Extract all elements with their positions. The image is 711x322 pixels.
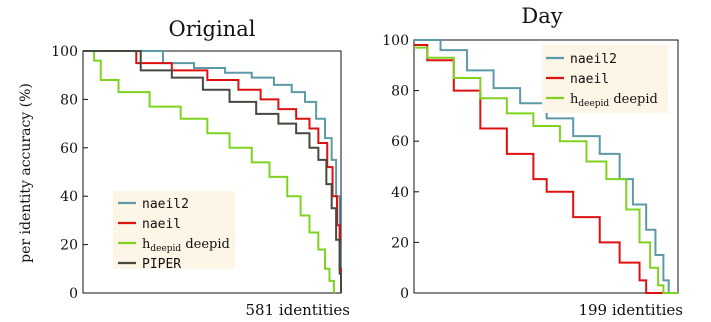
- ytick-label: 40: [391, 185, 409, 201]
- series-line-naeil2: [83, 50, 342, 293]
- series-line-naeil: [83, 50, 342, 293]
- chart-day-yticks: 0 20 40 60 80 100: [382, 33, 419, 302]
- legend-label: PIPER: [142, 257, 181, 272]
- legend-label: hdeepid deepid: [142, 237, 230, 254]
- chart-original-title: Original: [169, 17, 256, 41]
- chart-day-plot-frame: [413, 39, 679, 294]
- series-line-naeil: [414, 44, 678, 294]
- series-line-piper: [83, 50, 342, 293]
- legend-label: naeil2: [142, 197, 189, 212]
- ytick-label: 20: [391, 235, 409, 251]
- chart-day-xlabel: 199 identities: [578, 301, 683, 319]
- chart-original-plot-frame: [82, 50, 342, 294]
- chart-original: Original per identity accuracy (%) 581 i…: [18, 17, 350, 319]
- legend-label: naeil2: [570, 52, 617, 67]
- legend-label: naeil: [570, 72, 609, 87]
- ytick-label: 40: [60, 189, 78, 205]
- series-line-h-deepid-deepid: [414, 46, 678, 294]
- ytick-label: 20: [60, 238, 78, 254]
- chart-original-series: [83, 50, 342, 293]
- ytick-label: 100: [51, 44, 78, 60]
- series-line-h-deepid-deepid: [83, 50, 335, 293]
- ytick-label: 100: [382, 33, 409, 49]
- chart-original-xlabel: 581 identities: [245, 301, 350, 319]
- ytick-label: 0: [400, 286, 409, 302]
- chart-original-ylabel: per identity accuracy (%): [18, 83, 34, 263]
- chart-day-legend: naeil2 naeil hdeepid deepid: [542, 45, 668, 113]
- ytick-label: 0: [69, 286, 78, 302]
- legend-label: hdeepid deepid: [570, 92, 658, 109]
- chart-day-series: [414, 39, 678, 294]
- ytick-label: 80: [60, 92, 78, 108]
- series-line-naeil2: [414, 39, 678, 294]
- ytick-label: 80: [391, 84, 409, 100]
- chart-original-yticks: 0 20 40 60 80 100: [51, 44, 88, 302]
- ytick-label: 60: [60, 141, 78, 157]
- chart-day-title: Day: [521, 4, 562, 28]
- ytick-label: 60: [391, 134, 409, 150]
- chart-original-legend: naeil2 naeil hdeepid deepid PIPER: [113, 191, 235, 272]
- legend-label: naeil: [142, 217, 181, 232]
